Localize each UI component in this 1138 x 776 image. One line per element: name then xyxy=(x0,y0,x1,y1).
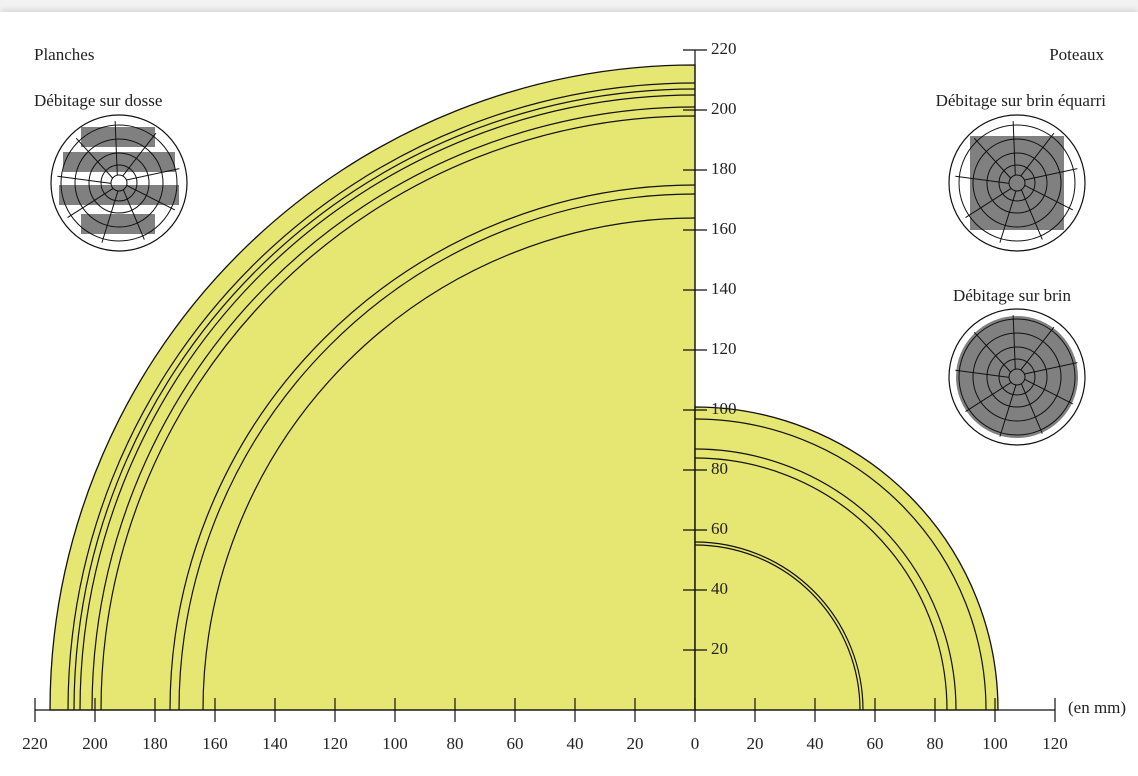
icon-ray xyxy=(1024,184,1074,211)
y-tick-label: 220 xyxy=(711,39,737,58)
icon-ray xyxy=(1020,383,1043,434)
x-tick-label: 140 xyxy=(262,734,288,753)
icon-plank xyxy=(59,185,179,205)
ring xyxy=(169,184,696,711)
x-tick-label: 60 xyxy=(507,734,524,753)
icon-ring xyxy=(958,124,1076,242)
y-tick-label: 40 xyxy=(711,579,728,598)
icon-ray xyxy=(1024,362,1078,375)
icon-plank xyxy=(63,152,175,172)
y-tick-label: 80 xyxy=(711,459,728,478)
y-tick-label: 120 xyxy=(711,339,737,358)
icon-ray xyxy=(67,187,114,218)
icon-ring xyxy=(972,138,1062,228)
left-subtitle: Débitage sur dosse xyxy=(34,91,162,110)
icon-ring xyxy=(74,138,164,228)
icon-ring xyxy=(986,346,1048,408)
icon-ring xyxy=(88,152,150,214)
icon-ray xyxy=(1020,326,1055,371)
icon-ray xyxy=(114,121,118,176)
icon-ring xyxy=(986,152,1048,214)
x-tick-label: 120 xyxy=(322,734,348,753)
x-tick-label: 220 xyxy=(22,734,48,753)
icon-ring xyxy=(972,332,1062,422)
icon-ray xyxy=(1024,378,1074,405)
unit-label: (en mm) xyxy=(1068,698,1126,717)
right-subtitle: Débitage sur brin équarri xyxy=(936,91,1107,110)
y-tick-label: 140 xyxy=(711,279,737,298)
ring xyxy=(73,88,696,711)
icon-ray xyxy=(1012,121,1016,176)
icon-ray xyxy=(75,137,114,179)
x-tick-label: 80 xyxy=(927,734,944,753)
x-tick-label: 100 xyxy=(382,734,408,753)
icon-ray xyxy=(1024,168,1078,181)
ring xyxy=(694,541,864,711)
icon-ray xyxy=(1012,315,1016,370)
right-title: Poteaux xyxy=(1049,45,1104,64)
y-tick-label: 20 xyxy=(711,639,728,658)
icon-ring xyxy=(60,124,178,242)
right-subtitle: Débitage sur brin xyxy=(953,286,1072,305)
ring xyxy=(100,115,696,711)
icons xyxy=(50,114,1086,446)
y-tick-label: 200 xyxy=(711,99,737,118)
icon-plank xyxy=(81,214,155,234)
x-tick-label: 60 xyxy=(867,734,884,753)
ring xyxy=(202,217,696,711)
icon-ray xyxy=(973,331,1012,373)
icon-ray xyxy=(955,369,1010,378)
y-tick-label: 100 xyxy=(711,399,737,418)
y-tick-label: 60 xyxy=(711,519,728,538)
icon-ray xyxy=(57,175,112,184)
y-tick-label: 180 xyxy=(711,159,737,178)
icon-ray xyxy=(999,190,1017,243)
ring xyxy=(67,82,696,711)
icon-ring xyxy=(998,164,1036,202)
ring xyxy=(91,106,696,711)
ring xyxy=(178,193,696,711)
icon-ray xyxy=(1020,189,1043,240)
ring xyxy=(694,457,948,711)
icon-ray xyxy=(126,184,176,211)
icon-ray xyxy=(965,187,1012,218)
x-tick-label: 160 xyxy=(202,734,228,753)
icon-ray xyxy=(101,190,119,243)
x-tick-label: 20 xyxy=(747,734,764,753)
icon-square xyxy=(970,136,1064,230)
x-tick-label: 180 xyxy=(142,734,168,753)
ring xyxy=(694,448,957,711)
left-title: Planches xyxy=(34,45,94,64)
x-tick-label: 40 xyxy=(807,734,824,753)
x-tick-label: 40 xyxy=(567,734,584,753)
x-tick-label: 80 xyxy=(447,734,464,753)
icon-ray xyxy=(126,168,180,181)
icon-ray xyxy=(973,137,1012,179)
icon-disk xyxy=(956,316,1078,438)
y-tick-label: 160 xyxy=(711,219,737,238)
icon-ray xyxy=(965,381,1012,412)
ring xyxy=(694,544,861,711)
icon-ring xyxy=(100,164,138,202)
x-tick-label: 200 xyxy=(82,734,108,753)
icon-ray xyxy=(1020,132,1055,177)
icon-ray xyxy=(955,175,1010,184)
ring xyxy=(79,94,696,711)
x-tick-label: 0 xyxy=(691,734,700,753)
ring-fill xyxy=(694,406,999,711)
icon-ray xyxy=(999,384,1017,437)
icon-ray xyxy=(122,189,145,240)
ring xyxy=(694,418,987,711)
icon-ring xyxy=(998,358,1036,396)
x-tick-label: 100 xyxy=(982,734,1008,753)
x-tick-label: 20 xyxy=(627,734,644,753)
ring-fill xyxy=(49,64,696,711)
marks xyxy=(49,64,999,711)
icon-plank xyxy=(81,127,155,147)
icon-ray xyxy=(122,132,157,177)
icon-ring xyxy=(958,318,1076,436)
x-tick-label: 120 xyxy=(1042,734,1068,753)
